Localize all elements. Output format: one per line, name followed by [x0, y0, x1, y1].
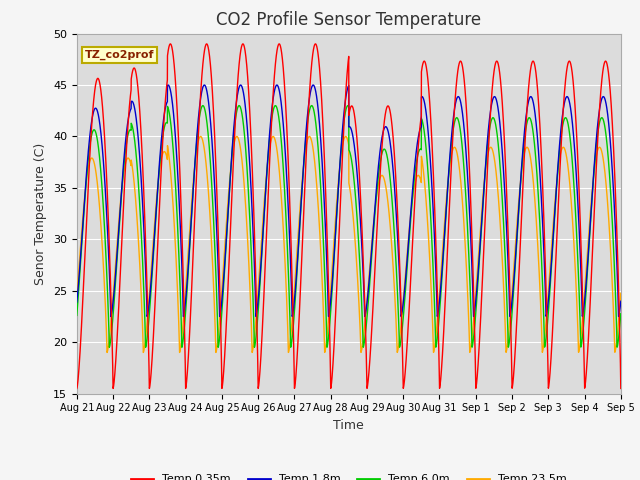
- Y-axis label: Senor Temperature (C): Senor Temperature (C): [35, 143, 47, 285]
- Legend: Temp 0.35m, Temp 1.8m, Temp 6.0m, Temp 23.5m: Temp 0.35m, Temp 1.8m, Temp 6.0m, Temp 2…: [127, 470, 571, 480]
- Text: TZ_co2prof: TZ_co2prof: [85, 50, 154, 60]
- X-axis label: Time: Time: [333, 419, 364, 432]
- Title: CO2 Profile Sensor Temperature: CO2 Profile Sensor Temperature: [216, 11, 481, 29]
